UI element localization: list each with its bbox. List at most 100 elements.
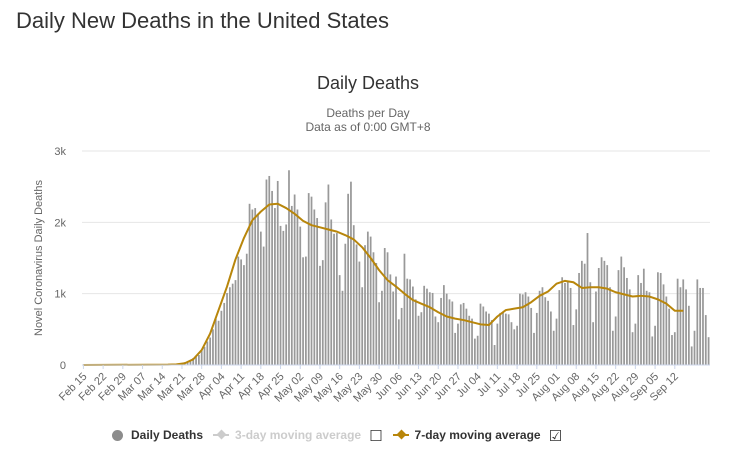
bar[interactable] <box>240 259 242 365</box>
bar[interactable] <box>535 312 538 365</box>
bar[interactable] <box>420 312 423 365</box>
bar[interactable] <box>572 325 575 365</box>
bar[interactable] <box>665 296 668 365</box>
bar[interactable] <box>595 291 597 365</box>
bar[interactable] <box>457 323 459 365</box>
bar[interactable] <box>375 262 378 365</box>
bar[interactable] <box>189 361 192 366</box>
bar[interactable] <box>305 256 307 365</box>
bar[interactable] <box>628 289 631 365</box>
bar[interactable] <box>214 318 217 365</box>
bar[interactable] <box>493 345 496 365</box>
bar[interactable] <box>488 313 490 365</box>
bar[interactable] <box>552 330 555 365</box>
bar[interactable] <box>186 361 189 366</box>
bar[interactable] <box>268 175 271 365</box>
bar[interactable] <box>597 267 600 365</box>
bar[interactable] <box>544 297 547 365</box>
bar[interactable] <box>279 225 282 365</box>
bar[interactable] <box>344 243 347 365</box>
bar[interactable] <box>265 179 268 365</box>
bar[interactable] <box>541 287 544 365</box>
bar[interactable] <box>521 294 524 365</box>
bar[interactable] <box>307 193 310 365</box>
bar[interactable] <box>606 265 609 365</box>
bar[interactable] <box>282 230 285 365</box>
bar[interactable] <box>231 283 234 365</box>
bar[interactable] <box>440 297 442 365</box>
bar[interactable] <box>462 302 465 365</box>
bar[interactable] <box>271 190 273 365</box>
ma7-series-line[interactable] <box>83 202 684 366</box>
bar[interactable] <box>519 293 521 365</box>
bar[interactable] <box>682 279 685 365</box>
bar[interactable] <box>510 322 513 365</box>
bar[interactable] <box>259 231 262 365</box>
bar[interactable] <box>338 275 341 365</box>
bar[interactable] <box>527 296 530 365</box>
bar[interactable] <box>245 253 248 365</box>
bar[interactable] <box>699 287 702 365</box>
bar[interactable] <box>668 308 671 365</box>
bar[interactable] <box>358 261 361 365</box>
bar[interactable] <box>662 284 665 365</box>
bar[interactable] <box>243 265 245 365</box>
bar[interactable] <box>423 285 426 365</box>
bar[interactable] <box>386 252 389 365</box>
bar[interactable] <box>319 265 321 365</box>
bar[interactable] <box>642 268 645 365</box>
bar[interactable] <box>569 287 572 365</box>
bar[interactable] <box>223 302 226 365</box>
bar[interactable] <box>330 219 333 365</box>
bar[interactable] <box>690 346 693 365</box>
bar[interactable] <box>707 337 710 365</box>
bar[interactable] <box>611 330 614 365</box>
bar[interactable] <box>237 256 240 365</box>
bar[interactable] <box>383 248 386 365</box>
bar[interactable] <box>693 330 696 365</box>
bar[interactable] <box>685 289 687 365</box>
bar[interactable] <box>465 308 468 365</box>
bar[interactable] <box>293 194 296 365</box>
bar[interactable] <box>468 315 471 365</box>
bar[interactable] <box>212 329 214 365</box>
bar[interactable] <box>381 290 383 365</box>
bar[interactable] <box>417 315 420 365</box>
bar[interactable] <box>592 322 595 365</box>
bar[interactable] <box>392 291 395 365</box>
bar[interactable] <box>316 218 319 365</box>
legend-ma3[interactable]: 3-day moving average <box>213 428 361 442</box>
bar[interactable] <box>355 244 358 365</box>
bar[interactable] <box>631 332 634 365</box>
bar[interactable] <box>389 274 392 365</box>
bar[interactable] <box>395 276 397 365</box>
bar[interactable] <box>485 311 487 366</box>
bar[interactable] <box>274 208 276 365</box>
bar[interactable] <box>347 193 349 365</box>
bar[interactable] <box>333 233 335 365</box>
bar[interactable] <box>327 184 330 365</box>
bar[interactable] <box>550 311 552 366</box>
bar[interactable] <box>276 180 279 365</box>
bar[interactable] <box>558 290 561 365</box>
bar[interactable] <box>409 279 411 365</box>
bar[interactable] <box>428 292 431 365</box>
bar[interactable] <box>476 335 479 365</box>
bar[interactable] <box>547 300 549 365</box>
bar[interactable] <box>533 332 535 365</box>
bar[interactable] <box>645 290 648 365</box>
bar[interactable] <box>361 287 364 365</box>
bar[interactable] <box>431 292 434 365</box>
bar[interactable] <box>620 256 623 365</box>
bar[interactable] <box>578 272 580 365</box>
bar[interactable] <box>640 282 642 365</box>
bar[interactable] <box>502 312 504 365</box>
bar[interactable] <box>651 336 654 365</box>
bar[interactable] <box>206 341 209 365</box>
bar[interactable] <box>366 231 369 365</box>
bar[interactable] <box>479 303 482 365</box>
bar[interactable] <box>609 287 611 365</box>
bar[interactable] <box>296 209 299 365</box>
bar[interactable] <box>397 319 400 365</box>
bar[interactable] <box>507 314 510 365</box>
